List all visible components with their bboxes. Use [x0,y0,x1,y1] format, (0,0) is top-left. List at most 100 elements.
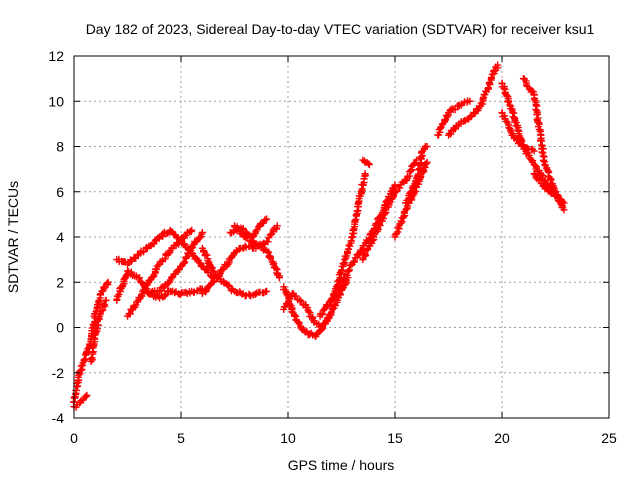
track-markers [498,80,516,115]
track-markers [199,279,215,296]
track-markers [327,269,345,308]
x-tick-label: 25 [601,430,617,446]
x-axis-label: GPS time / hours [288,457,395,473]
data-point [494,61,502,69]
track-markers [264,224,281,246]
series-3 [87,296,110,365]
track-markers [303,327,319,340]
track-markers [349,200,362,241]
track-markers [403,158,419,184]
y-tick-label: 8 [56,139,64,155]
track-markers [354,171,369,206]
data-point [263,287,271,295]
data-point [423,158,431,166]
track-markers [477,76,495,108]
track-markers [531,162,547,184]
y-tick-label: 10 [48,93,64,109]
y-tick-label: 12 [48,48,64,64]
series-13 [280,290,335,331]
series-15 [327,170,369,309]
y-tick-label: -4 [52,410,65,426]
data-point [177,290,185,298]
track-markers [156,249,174,266]
series-19 [402,143,431,207]
y-tick-label: 0 [56,320,64,336]
y-tick-label: 2 [56,274,64,290]
axis-ticks [73,55,610,419]
track-markers [249,220,265,241]
track-markers [113,270,131,303]
data-point [365,161,373,169]
data-point [83,391,91,399]
track-markers [553,193,567,205]
track-markers [87,331,99,364]
track-markers [339,261,355,286]
data-point [560,199,568,207]
series-11 [226,215,271,241]
x-tick-label: 20 [494,430,510,446]
track-markers [292,312,308,335]
track-markers [221,250,238,270]
track-markers [260,216,269,227]
track-markers [200,247,216,272]
track-markers [92,290,105,316]
track-markers [445,122,462,138]
track-markers [370,211,387,240]
x-tick-label: 0 [70,430,78,446]
y-axis-label: SDTVAR / TECUs [5,181,21,293]
track-markers [210,266,226,285]
data-point [560,206,568,214]
data-point [466,97,474,105]
series-20 [434,97,474,139]
track-markers [91,314,103,337]
y-tick-label: 6 [56,184,64,200]
track-markers [125,298,141,318]
track-markers [96,297,109,318]
track-markers [520,75,537,96]
series-6 [124,226,196,320]
track-markers [269,260,283,280]
track-markers [200,262,216,281]
track-markers [168,238,183,253]
x-tick-label: 15 [387,430,403,446]
data-point [530,170,538,178]
track-markers [145,261,163,284]
track-markers [232,288,247,298]
track-markers [530,91,548,166]
series-17 [359,156,420,264]
data-points [70,61,568,411]
y-tick-label: -2 [52,365,65,381]
data-point [102,296,110,304]
data-point [104,278,112,286]
data-point [275,274,283,282]
y-tick-labels: -4 -2 0 2 4 6 8 10 12 [48,48,64,426]
track-markers [359,236,378,262]
track-markers [381,189,399,217]
series-25 [530,170,568,207]
data-point [423,143,431,150]
track-markers [318,311,333,330]
track-markers [349,246,366,266]
track-markers [420,143,429,152]
track-markers [531,171,547,190]
track-markers [498,109,516,139]
series-16 [359,156,373,169]
x-tick-labels: 0 5 10 15 20 25 [70,430,617,446]
series-21 [445,61,502,139]
data-point [327,310,335,318]
track-markers [136,243,151,257]
track-markers [189,250,205,270]
series-8 [198,244,271,300]
track-markers [521,144,536,154]
track-markers [402,177,419,207]
track-markers [125,268,140,281]
data-point [198,228,206,236]
track-markers [280,292,295,311]
track-markers [391,208,409,239]
track-markers [435,111,452,139]
track-markers [457,115,473,126]
data-point [412,156,420,164]
series-23 [498,109,538,155]
grid-lines [74,56,609,418]
